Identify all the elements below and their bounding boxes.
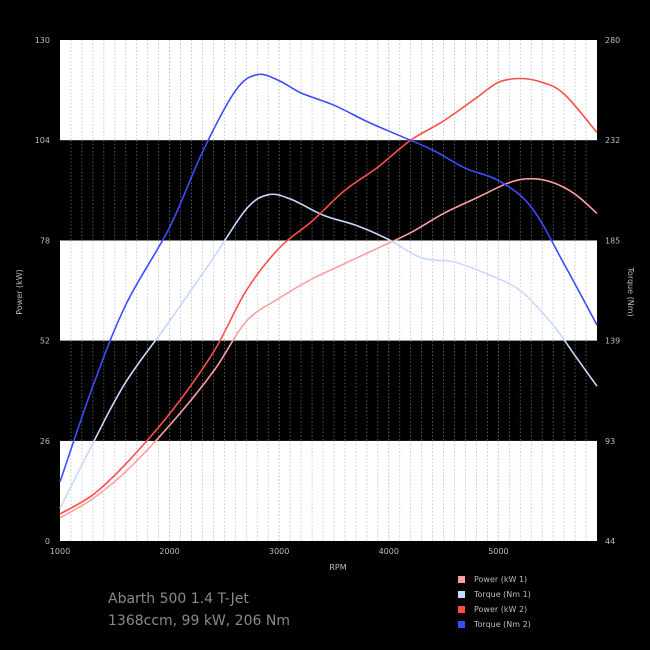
legend-item: Torque (Nm 1) bbox=[458, 587, 531, 602]
x-axis-label: RPM bbox=[329, 563, 346, 572]
tick-labels: 1000 2000 3000 4000 5000 0 26 52 78 104 130 44 93 139… bbox=[35, 36, 621, 556]
plot-band bbox=[60, 40, 597, 141]
y-left-tick-label: 104 bbox=[35, 136, 50, 145]
series-line-power-kw-2 bbox=[59, 77, 598, 515]
legend-item: Power (kW 2) bbox=[458, 602, 531, 617]
legend: Power (kW 1) Torque (Nm 1) Power (kW 2) … bbox=[458, 572, 531, 632]
y-left-tick-label: 0 bbox=[45, 537, 50, 546]
series-line-power-kw-1 bbox=[59, 177, 598, 519]
caption-subtitle: 1368ccm, 99 kW, 206 Nm bbox=[108, 613, 290, 629]
legend-label: Power (kW 2) bbox=[474, 605, 528, 614]
x-tick-label: 3000 bbox=[269, 547, 289, 556]
y-right-tick-label: 280 bbox=[605, 36, 620, 45]
plot-band bbox=[60, 340, 597, 441]
legend-swatch bbox=[458, 606, 465, 613]
legend-swatch bbox=[458, 621, 465, 628]
plot-band bbox=[60, 440, 597, 541]
y-right-tick-label: 93 bbox=[605, 437, 615, 446]
legend-item: Power (kW 1) bbox=[458, 572, 531, 587]
y-right-tick-label: 232 bbox=[605, 136, 620, 145]
y-axis-left-label: Power (kW) bbox=[15, 269, 24, 315]
x-tick-label: 5000 bbox=[488, 547, 508, 556]
plot-band bbox=[60, 140, 597, 241]
x-tick-label: 4000 bbox=[379, 547, 399, 556]
y-left-tick-label: 52 bbox=[40, 337, 50, 346]
plot-background bbox=[60, 40, 597, 541]
x-tick-label: 2000 bbox=[159, 547, 179, 556]
plot-band bbox=[60, 240, 597, 341]
legend-swatch bbox=[458, 576, 465, 583]
legend-label: Torque (Nm 2) bbox=[474, 620, 531, 629]
legend-label: Power (kW 1) bbox=[474, 575, 528, 584]
y-axis-right-label: Torque (Nm) bbox=[626, 266, 635, 316]
legend-label: Torque (Nm 1) bbox=[474, 590, 531, 599]
y-right-tick-label: 44 bbox=[605, 537, 615, 546]
caption-title: Abarth 500 1.4 T-Jet bbox=[108, 591, 249, 607]
y-right-tick-label: 185 bbox=[605, 236, 620, 245]
x-tick-label: 1000 bbox=[50, 547, 70, 556]
series-line-torque-nm-2 bbox=[59, 73, 598, 483]
legend-swatch bbox=[458, 591, 465, 598]
series-lines bbox=[59, 73, 598, 519]
vertical-gridlines bbox=[70, 40, 587, 541]
y-right-tick-label: 139 bbox=[605, 337, 620, 346]
y-left-tick-label: 78 bbox=[40, 236, 50, 245]
legend-item: Torque (Nm 2) bbox=[458, 617, 531, 632]
series-line-torque-nm-1 bbox=[59, 193, 598, 509]
y-left-tick-label: 130 bbox=[35, 36, 50, 45]
y-left-tick-label: 26 bbox=[40, 437, 50, 446]
